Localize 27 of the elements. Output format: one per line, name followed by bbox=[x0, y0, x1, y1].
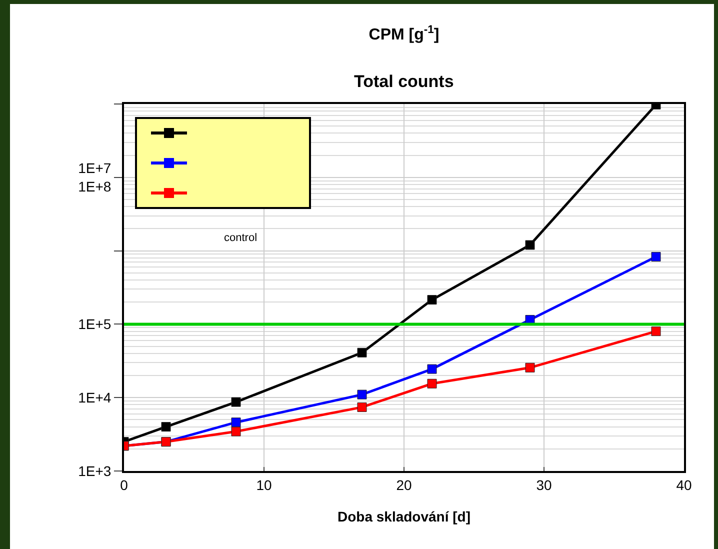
y-tick-label: 1E+4 bbox=[78, 390, 112, 406]
point bbox=[651, 252, 661, 262]
point bbox=[161, 422, 171, 432]
point bbox=[427, 295, 437, 305]
point bbox=[231, 426, 241, 436]
y-tick-label: 1E+3 bbox=[78, 462, 112, 479]
point bbox=[357, 348, 367, 358]
x-tick-label: 40 bbox=[676, 476, 692, 493]
point bbox=[231, 418, 241, 428]
x-tick-label: 0 bbox=[120, 476, 128, 493]
point bbox=[427, 364, 437, 374]
point bbox=[357, 390, 367, 400]
annotation: control bbox=[224, 232, 258, 244]
chart-subtitle: Total counts bbox=[354, 72, 454, 91]
chart-title: CPM [g$^{-1}$] bbox=[368, 24, 440, 44]
point bbox=[357, 402, 367, 412]
y-tick-label: 1E+7 1E+8 bbox=[78, 160, 112, 194]
point bbox=[525, 240, 535, 250]
point bbox=[427, 378, 437, 388]
x-tick-label: 20 bbox=[396, 476, 412, 493]
x-tick-label: 30 bbox=[536, 476, 552, 493]
point bbox=[525, 362, 535, 372]
y-tick-label: 1E+5 bbox=[78, 316, 112, 332]
point bbox=[651, 326, 661, 336]
x-tick-label: 10 bbox=[256, 476, 272, 493]
x-axis-title: Doba skladování [d] bbox=[337, 508, 471, 525]
point bbox=[231, 397, 241, 407]
